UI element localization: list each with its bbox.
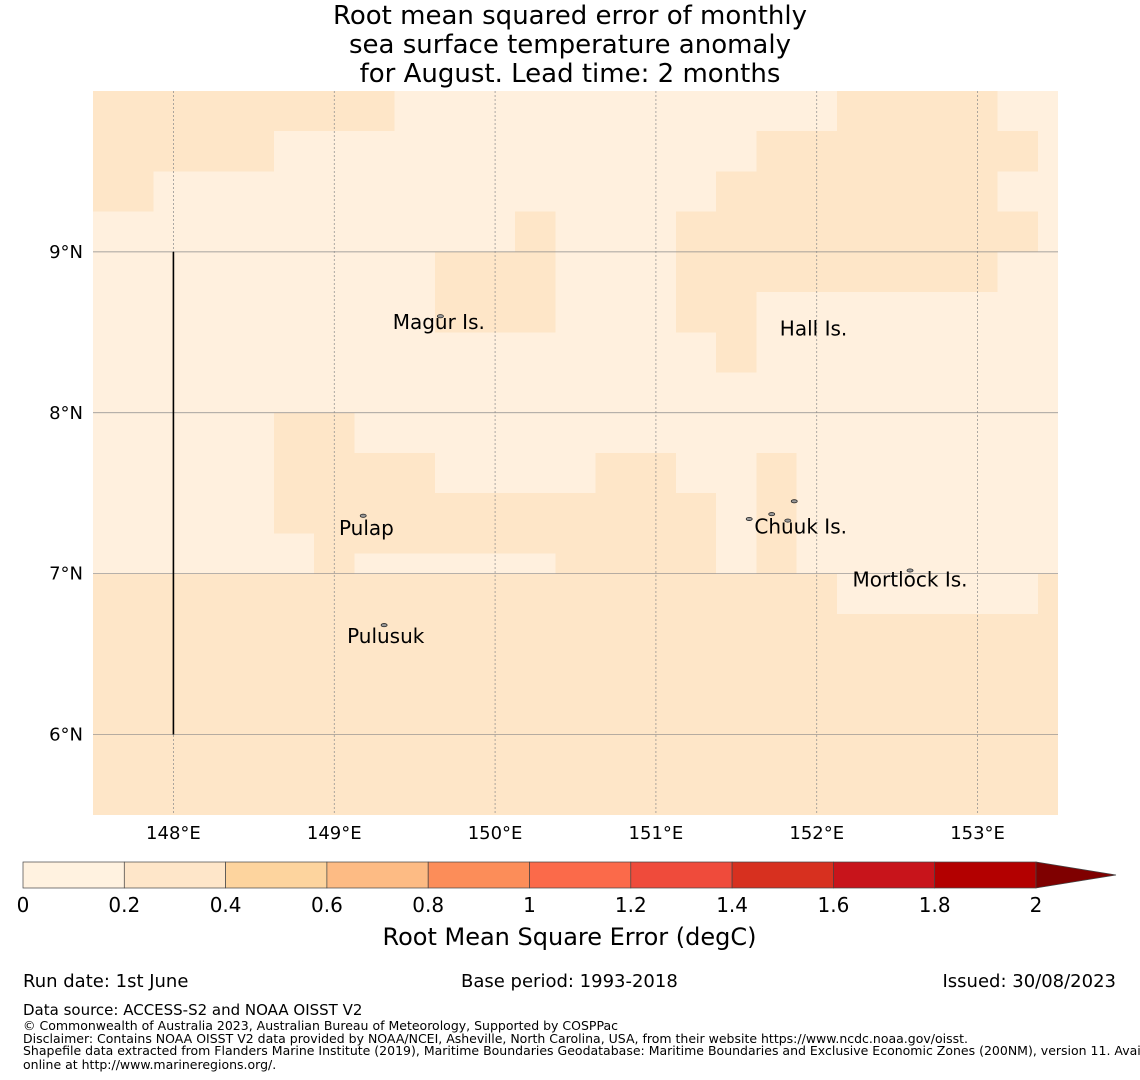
rmse-cell	[796, 131, 998, 293]
rmse-cell	[354, 453, 435, 554]
island-shape	[359, 513, 367, 518]
chart-title: Root mean squared error of monthly sea s…	[0, 2, 1140, 89]
rmse-cell	[93, 91, 214, 132]
colorbar-tick-label: 0.4	[210, 893, 242, 917]
rmse-cell	[334, 91, 395, 132]
place-label: Chuuk Is.	[754, 514, 847, 538]
colorbar-label: Root Mean Square Error (degC)	[383, 923, 757, 951]
colorbar-tick-label: 0	[17, 893, 30, 917]
rmse-cell	[997, 211, 1038, 252]
colorbar-swatch	[326, 861, 429, 889]
shapefile-credit: Shapefile data extracted from Flanders M…	[23, 1043, 1140, 1058]
island-shape	[790, 499, 798, 504]
rmse-cell	[635, 453, 677, 574]
colorbar-swatch	[225, 861, 328, 889]
longitude-tick-label: 153°E	[950, 823, 1005, 844]
colorbar-tick-label: 1.8	[919, 893, 951, 917]
place-label: Magur Is.	[393, 310, 485, 334]
island-shape	[784, 518, 792, 523]
longitude-tick-label: 152°E	[789, 823, 844, 844]
latitude-tick-label: 7°N	[49, 564, 83, 585]
colorbar-swatch	[630, 861, 733, 889]
rmse-cell	[515, 211, 556, 252]
colorbar-tick-label: 0.8	[412, 893, 444, 917]
rmse-cell	[997, 131, 1038, 172]
island-shape	[768, 512, 776, 517]
rmse-cell	[756, 453, 797, 574]
island-shape	[906, 568, 914, 573]
colorbar-tick-label: 0.2	[108, 893, 140, 917]
island-shape	[745, 516, 753, 521]
rmse-cell-low	[836, 573, 1038, 614]
title-line-1: Root mean squared error of monthly	[332, 1, 808, 31]
colorbar-swatch	[123, 861, 226, 889]
base-period: Base period: 1993-2018	[461, 971, 678, 992]
longitude-tick-label: 149°E	[307, 823, 362, 844]
issued-date: Issued: 30/08/2023	[942, 971, 1116, 992]
colorbar-tick-label: 1.4	[716, 893, 748, 917]
colorbar-swatch	[833, 861, 936, 889]
disclaimer: Disclaimer: Contains NOAA OISST V2 data …	[23, 1031, 968, 1046]
map-panel[interactable]: 148°E 149°E 150°E 151°E 152°E 153°E 6°N 7°N 8°N 9…	[49, 91, 1058, 844]
colorbar-swatch	[731, 861, 834, 889]
rmse-cell	[555, 493, 596, 574]
latitude-tick-label: 8°N	[49, 403, 83, 424]
place-label: Hall Is.	[780, 317, 847, 341]
rmse-cell	[93, 131, 194, 172]
colorbar-extend-arrow	[1035, 861, 1117, 889]
place-label: Mortlock Is.	[853, 568, 968, 592]
rmse-cell	[676, 493, 717, 574]
colorbar-swatch	[427, 861, 530, 889]
rmse-cell	[273, 412, 355, 534]
data-source: Data source: ACCESS-S2 and NOAA OISST V2	[23, 1001, 363, 1019]
place-label: Pulusuk	[347, 624, 425, 648]
colorbar-tick-label: 1.6	[817, 893, 849, 917]
rmse-cell	[716, 171, 757, 373]
longitude-tick-label: 148°E	[146, 823, 201, 844]
colorbar-swatch	[934, 861, 1037, 889]
rmse-cell	[193, 131, 274, 172]
rmse-cell	[595, 453, 636, 574]
colorbar-tick-label: 1	[523, 893, 536, 917]
colorbar-tick-label: 2	[1030, 893, 1043, 917]
longitude-tick-label: 151°E	[629, 823, 684, 844]
colorbar-tick-label: 0.6	[311, 893, 343, 917]
rmse-cell	[756, 171, 797, 293]
colorbar: 0 0.2 0.4 0.6 0.8 1 1.2 1.4 1.6 1.8 2 Root Mean Squ…	[17, 861, 1117, 951]
shapefile-credit-url: online at http://www.marineregions.org/.	[23, 1057, 277, 1072]
rmse-cell	[676, 211, 717, 333]
latitude-tick-label: 9°N	[49, 242, 83, 263]
title-line-3: for August. Lead time: 2 months	[359, 59, 781, 89]
rmse-cell	[836, 91, 998, 132]
colorbar-swatch	[529, 861, 632, 889]
rmse-cell	[213, 91, 335, 132]
rmse-cell	[93, 171, 154, 212]
copyright: © Commonwealth of Australia 2023, Austra…	[23, 1018, 618, 1033]
map-figure: 148°E 149°E 150°E 151°E 152°E 153°E 6°N 7°N 8°N 9…	[17, 91, 1117, 951]
title-line-2: sea surface temperature anomaly	[349, 30, 791, 60]
place-label: Pulap	[339, 516, 394, 540]
island-shape	[436, 314, 444, 319]
rmse-cell	[756, 131, 797, 172]
colorbar-swatch	[22, 861, 125, 889]
island-shape	[380, 623, 388, 628]
latitude-tick-label: 6°N	[49, 725, 83, 746]
longitude-tick-label: 150°E	[468, 823, 523, 844]
colorbar-tick-label: 1.2	[615, 893, 647, 917]
run-date: Run date: 1st June	[23, 971, 189, 992]
